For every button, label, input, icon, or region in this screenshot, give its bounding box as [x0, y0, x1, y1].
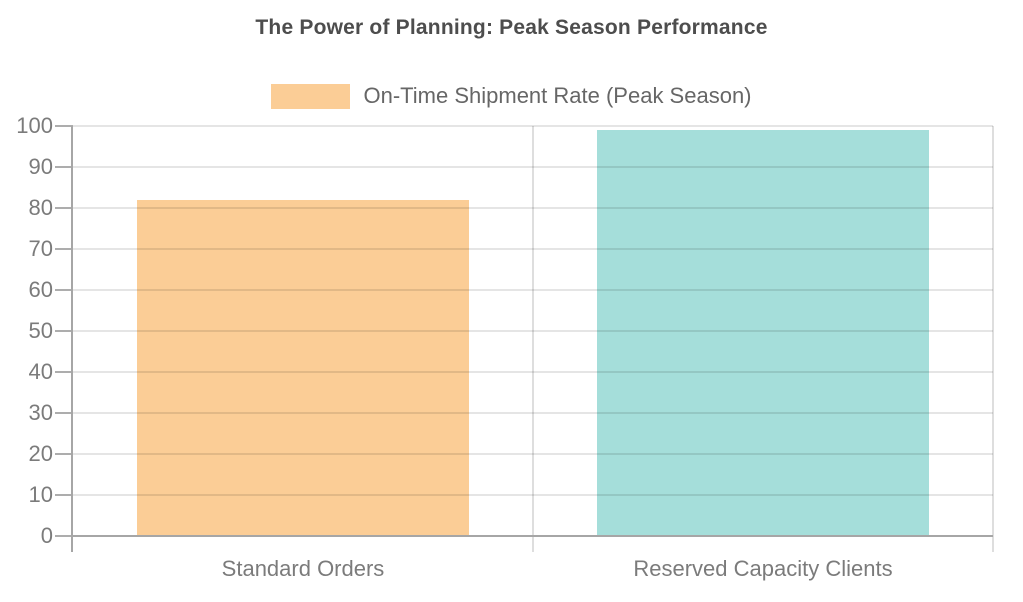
x-axis-line: [71, 535, 993, 537]
y-axis-tick-label: 90: [28, 154, 53, 179]
legend-swatch: [271, 83, 351, 109]
gridline-y-90: [73, 166, 993, 168]
y-tick-30: [55, 412, 73, 414]
y-tick-20: [55, 453, 73, 455]
gridline-y-30: [73, 412, 993, 414]
y-axis-tick-label: 10: [28, 482, 53, 507]
y-tick-40: [55, 371, 73, 373]
y-axis-tick-label: 50: [28, 318, 53, 343]
y-axis-tick-label: 70: [28, 236, 53, 261]
y-axis-tick-label: 0: [40, 523, 53, 548]
y-axis-tick-label: 80: [28, 195, 53, 220]
gridline-y-40: [73, 371, 993, 373]
gridline-x-2: [992, 126, 994, 552]
gridline-y-80: [73, 207, 993, 209]
y-tick-10: [55, 494, 73, 496]
y-tick-70: [55, 248, 73, 250]
x-axis-category-label-reserved-capacity-clients: Reserved Capacity Clients: [633, 556, 893, 581]
gridline-y-70: [73, 248, 993, 250]
legend-label: On-Time Shipment Rate (Peak Season): [363, 83, 752, 108]
y-axis-tick-label: 60: [28, 277, 53, 302]
y-axis-tick-label: 20: [28, 441, 53, 466]
gridline-y-10: [73, 494, 993, 496]
gridline-y-20: [73, 453, 993, 455]
bar-standard-orders: [137, 199, 469, 536]
y-tick-50: [55, 330, 73, 332]
y-axis-tick-label: 100: [16, 113, 53, 138]
y-tick-90: [55, 166, 73, 168]
legend: On-Time Shipment Rate (Peak Season): [0, 83, 1023, 109]
y-axis-tick-label: 40: [28, 359, 53, 384]
y-axis-line: [71, 126, 73, 552]
gridline-y-50: [73, 330, 993, 332]
y-tick-100: [55, 125, 73, 127]
gridline-x-1: [532, 126, 534, 552]
y-tick-80: [55, 207, 73, 209]
gridline-y-60: [73, 289, 993, 291]
x-axis-category-label-standard-orders: Standard Orders: [221, 556, 385, 581]
y-tick-0: [55, 535, 73, 537]
bar-reserved-capacity-clients: [597, 130, 929, 536]
gridline-y-100: [73, 125, 993, 127]
chart-title: The Power of Planning: Peak Season Perfo…: [255, 16, 768, 39]
y-axis-tick-label: 30: [28, 400, 53, 425]
y-tick-60: [55, 289, 73, 291]
